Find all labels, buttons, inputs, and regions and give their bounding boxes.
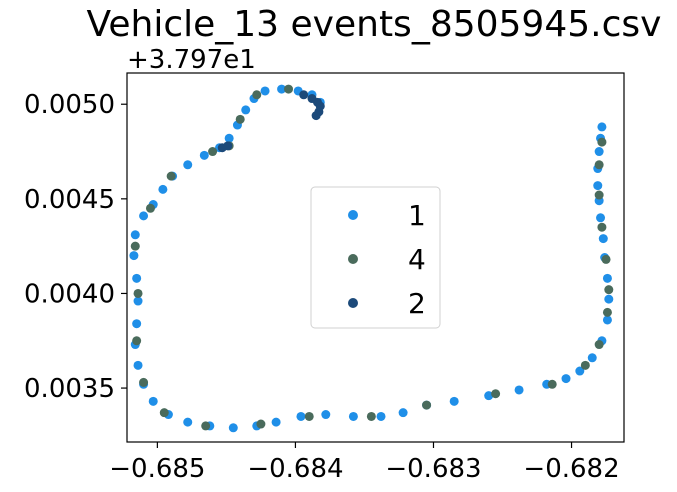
data-point xyxy=(241,105,251,115)
data-point xyxy=(602,315,612,325)
data-point xyxy=(223,141,233,151)
data-point xyxy=(594,340,604,350)
legend-marker xyxy=(348,210,358,220)
x-axis: −0.685 −0.684 −0.683 −0.682 xyxy=(109,442,620,484)
data-point xyxy=(224,133,234,143)
chart-title: Vehicle_13 events_8505945.csv xyxy=(87,4,662,45)
data-point xyxy=(587,353,597,363)
y-tick-label: 0.0050 xyxy=(24,90,115,120)
x-tick-label: −0.684 xyxy=(247,454,343,484)
data-point xyxy=(321,410,331,420)
x-tick-label: −0.683 xyxy=(385,454,481,484)
data-point xyxy=(133,296,143,306)
data-point xyxy=(129,251,139,261)
y-axis: 0.0035 0.0040 0.0045 0.0050 xyxy=(24,90,127,404)
data-point xyxy=(133,288,143,298)
data-point xyxy=(284,84,294,94)
data-point xyxy=(449,396,459,406)
data-point xyxy=(366,411,376,421)
data-point xyxy=(348,411,358,421)
data-point xyxy=(304,411,314,421)
data-point xyxy=(598,234,608,244)
data-point xyxy=(602,273,612,283)
data-point xyxy=(597,222,607,232)
data-point xyxy=(277,84,287,94)
data-point xyxy=(133,360,143,370)
data-layer xyxy=(129,84,614,433)
data-point xyxy=(159,408,169,418)
data-point xyxy=(597,137,607,147)
legend-label: 4 xyxy=(408,243,426,276)
data-point xyxy=(145,203,155,213)
data-point xyxy=(139,211,149,221)
data-point xyxy=(132,319,142,329)
data-point xyxy=(575,366,585,376)
data-point xyxy=(604,285,614,295)
data-point xyxy=(596,213,606,223)
x-tick-label: −0.682 xyxy=(523,454,619,484)
data-point xyxy=(376,411,386,421)
x-tick-label: −0.685 xyxy=(109,454,205,484)
data-point xyxy=(201,421,211,431)
data-point xyxy=(183,160,193,170)
data-point xyxy=(208,147,218,157)
data-point xyxy=(158,184,168,194)
legend-entries: 1 4 2 xyxy=(348,199,426,320)
data-point xyxy=(183,417,193,427)
data-point xyxy=(422,400,432,410)
y-tick-label: 0.0040 xyxy=(24,279,115,309)
data-point xyxy=(235,114,245,124)
data-point xyxy=(166,171,176,181)
data-point xyxy=(199,150,209,160)
data-point xyxy=(228,423,238,433)
legend: 1 4 2 xyxy=(310,186,441,329)
data-point xyxy=(130,241,140,251)
data-point xyxy=(260,86,270,96)
data-point xyxy=(514,385,524,395)
y-tick-label: 0.0035 xyxy=(24,374,115,404)
plot-frame xyxy=(126,72,625,443)
data-point xyxy=(299,90,309,100)
data-point xyxy=(484,391,494,401)
data-point xyxy=(594,147,604,157)
data-point xyxy=(271,417,281,427)
data-point xyxy=(602,307,612,317)
data-point xyxy=(601,254,611,264)
data-point xyxy=(398,408,408,418)
data-point xyxy=(296,411,306,421)
data-point xyxy=(547,379,557,389)
data-point xyxy=(561,374,571,384)
data-point xyxy=(604,294,614,304)
series-2 xyxy=(217,90,325,153)
data-point xyxy=(252,90,262,100)
data-point xyxy=(148,396,158,406)
legend-box xyxy=(310,186,441,329)
data-point xyxy=(256,419,266,429)
data-point xyxy=(597,122,607,132)
y-tick-label: 0.0045 xyxy=(24,185,115,215)
data-point xyxy=(130,230,140,240)
y-offset-label: +3.797e1 xyxy=(127,45,256,75)
data-point xyxy=(139,377,149,387)
data-point xyxy=(311,111,321,121)
data-point xyxy=(594,160,604,170)
data-point xyxy=(132,336,142,346)
data-point xyxy=(593,181,603,191)
data-point xyxy=(580,360,590,370)
legend-label: 2 xyxy=(408,287,426,320)
legend-marker xyxy=(348,298,358,308)
legend-label: 1 xyxy=(408,199,426,232)
data-point xyxy=(491,389,501,399)
legend-marker xyxy=(348,254,358,264)
series-4 xyxy=(130,84,614,431)
data-point xyxy=(594,190,604,200)
data-point xyxy=(132,273,142,283)
